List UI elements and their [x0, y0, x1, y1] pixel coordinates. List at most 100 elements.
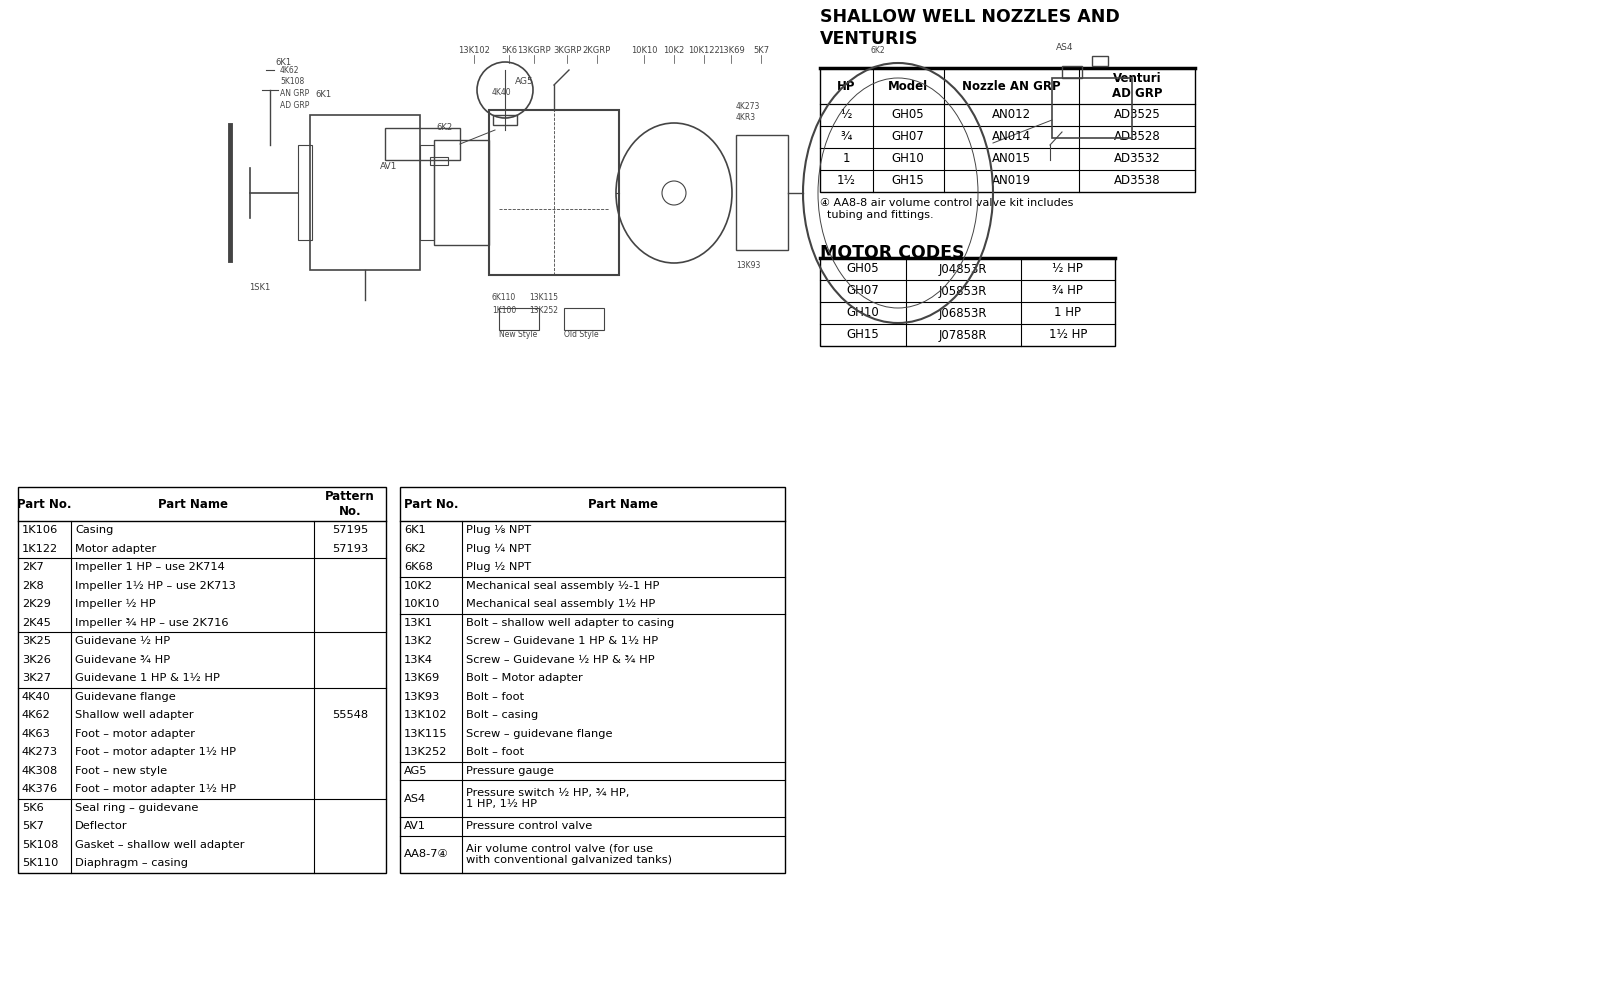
- Text: Mechanical seal assembly ½-1 HP: Mechanical seal assembly ½-1 HP: [466, 581, 659, 591]
- Text: 4K62: 4K62: [22, 710, 51, 720]
- Text: 13K69: 13K69: [718, 46, 744, 55]
- Text: Nozzle AN GRP: Nozzle AN GRP: [962, 80, 1061, 93]
- Text: AG5: AG5: [403, 766, 427, 776]
- Text: Foot – motor adapter 1½ HP: Foot – motor adapter 1½ HP: [75, 784, 237, 794]
- Text: Mechanical seal assembly 1½ HP: Mechanical seal assembly 1½ HP: [466, 599, 654, 609]
- Text: 5K6: 5K6: [501, 46, 517, 55]
- Text: AD3525: AD3525: [1114, 108, 1160, 121]
- Text: Pattern
No.: Pattern No.: [325, 490, 374, 518]
- Text: 6K110: 6K110: [493, 293, 517, 302]
- Text: GH07: GH07: [891, 130, 925, 143]
- Text: 1K122: 1K122: [22, 544, 58, 554]
- Text: GH15: GH15: [891, 174, 925, 188]
- Bar: [490, 110, 619, 275]
- Text: Screw – Guidevane ½ HP & ¾ HP: Screw – Guidevane ½ HP & ¾ HP: [466, 655, 654, 665]
- Text: Model: Model: [888, 80, 928, 93]
- Text: Seal ring – guidevane: Seal ring – guidevane: [75, 803, 198, 813]
- Text: Venturi
AD GRP: Venturi AD GRP: [1112, 72, 1162, 100]
- Text: 4K273: 4K273: [22, 747, 58, 757]
- Bar: [819, 68, 1195, 192]
- Text: Casing: Casing: [75, 525, 114, 535]
- Text: Gasket – shallow well adapter: Gasket – shallow well adapter: [75, 840, 245, 850]
- Text: Shallow well adapter: Shallow well adapter: [75, 710, 194, 720]
- Text: 13K1: 13K1: [403, 618, 434, 628]
- Text: AD3528: AD3528: [1114, 130, 1160, 143]
- Bar: [400, 487, 786, 872]
- Text: HP: HP: [837, 80, 856, 93]
- Text: 1 HP: 1 HP: [1054, 306, 1082, 320]
- Text: 1K100: 1K100: [493, 306, 517, 315]
- Text: Part No.: Part No.: [18, 497, 72, 510]
- Text: Old Style: Old Style: [563, 330, 598, 339]
- Bar: [736, 135, 787, 250]
- Text: Screw – Guidevane 1 HP & 1½ HP: Screw – Guidevane 1 HP & 1½ HP: [466, 636, 658, 646]
- Text: AN014: AN014: [992, 130, 1030, 143]
- Text: 10K2: 10K2: [664, 46, 685, 55]
- Text: 10K10: 10K10: [630, 46, 658, 55]
- Text: ¾ HP: ¾ HP: [1053, 284, 1083, 298]
- Text: AN012: AN012: [992, 108, 1030, 121]
- Bar: [298, 145, 312, 240]
- Text: 4K376: 4K376: [22, 784, 58, 794]
- Text: 3KGRP: 3KGRP: [554, 46, 581, 55]
- Text: 13K252: 13K252: [403, 747, 448, 757]
- Text: ½ HP: ½ HP: [1053, 262, 1083, 275]
- Text: 2K45: 2K45: [22, 618, 51, 628]
- Text: AV1: AV1: [381, 162, 397, 171]
- Text: 57195: 57195: [331, 525, 368, 535]
- Text: 10K122: 10K122: [688, 46, 720, 55]
- Text: Air volume control valve (for use
with conventional galvanized tanks): Air volume control valve (for use with c…: [466, 843, 672, 865]
- Bar: [419, 145, 434, 240]
- Text: AS4: AS4: [1056, 43, 1074, 52]
- Text: 1½: 1½: [837, 174, 856, 188]
- Bar: [386, 128, 461, 160]
- Text: 5K110: 5K110: [22, 858, 58, 868]
- Text: Guidevane ¾ HP: Guidevane ¾ HP: [75, 655, 171, 665]
- Text: 2KGRP: 2KGRP: [582, 46, 611, 55]
- Text: Impeller ½ HP: Impeller ½ HP: [75, 599, 155, 609]
- Text: New Style: New Style: [499, 330, 538, 339]
- Text: 1: 1: [843, 152, 850, 165]
- Text: AS4: AS4: [403, 794, 426, 804]
- Text: 6K1: 6K1: [403, 525, 426, 535]
- Text: Foot – new style: Foot – new style: [75, 766, 168, 776]
- Text: Plug ½ NPT: Plug ½ NPT: [466, 562, 531, 572]
- Bar: [434, 140, 490, 245]
- Bar: [1062, 66, 1082, 78]
- Text: 13K4: 13K4: [403, 655, 434, 665]
- Text: J07858R: J07858R: [939, 328, 987, 342]
- Text: Screw – guidevane flange: Screw – guidevane flange: [466, 729, 613, 739]
- Text: Foot – motor adapter: Foot – motor adapter: [75, 729, 195, 739]
- Text: Pressure control valve: Pressure control valve: [466, 821, 592, 831]
- Text: 13K115: 13K115: [403, 729, 448, 739]
- Text: 2K7: 2K7: [22, 562, 43, 572]
- Text: 13K2: 13K2: [403, 636, 434, 646]
- Text: 5K6: 5K6: [22, 803, 43, 813]
- Text: Impeller 1½ HP – use 2K713: Impeller 1½ HP – use 2K713: [75, 581, 237, 591]
- Text: 2K8: 2K8: [22, 581, 43, 591]
- Text: 13K93: 13K93: [403, 692, 440, 702]
- Text: J05853R: J05853R: [939, 284, 987, 298]
- Text: GH05: GH05: [891, 108, 925, 121]
- Text: Plug ⅛ NPT: Plug ⅛ NPT: [466, 525, 531, 535]
- Text: 4K40: 4K40: [22, 692, 51, 702]
- Bar: [18, 487, 386, 872]
- Text: 57193: 57193: [331, 544, 368, 554]
- Text: ④ AA8-8 air volume control valve kit includes
  tubing and fittings.: ④ AA8-8 air volume control valve kit inc…: [819, 198, 1074, 220]
- Text: 6K68: 6K68: [403, 562, 434, 572]
- Text: 6K2: 6K2: [403, 544, 426, 554]
- Text: 5K7: 5K7: [22, 821, 43, 831]
- Text: GH15: GH15: [846, 328, 878, 342]
- Text: 55548: 55548: [333, 710, 368, 720]
- Text: J04853R: J04853R: [939, 262, 987, 275]
- Text: AD3532: AD3532: [1114, 152, 1160, 165]
- Text: Pressure gauge: Pressure gauge: [466, 766, 554, 776]
- Text: AA8-7④: AA8-7④: [403, 849, 448, 859]
- Text: 1K106: 1K106: [22, 525, 58, 535]
- Text: 3K26: 3K26: [22, 655, 51, 665]
- Bar: [563, 308, 605, 330]
- Bar: [430, 157, 448, 165]
- Text: 3K25: 3K25: [22, 636, 51, 646]
- Text: Bolt – foot: Bolt – foot: [466, 692, 523, 702]
- Text: Guidevane ½ HP: Guidevane ½ HP: [75, 636, 171, 646]
